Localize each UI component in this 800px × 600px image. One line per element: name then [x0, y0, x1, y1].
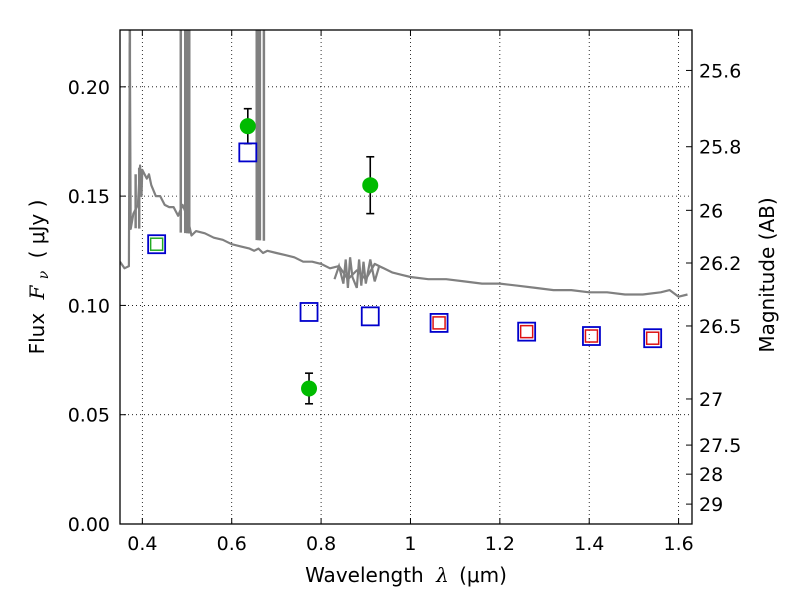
model-inner-marker: [432, 316, 446, 330]
sed-continuum-line: [120, 41, 688, 298]
model-marker: [582, 326, 601, 346]
model-marker: [517, 321, 537, 342]
model-marker: [360, 306, 380, 327]
data-markers: [147, 107, 663, 405]
x-tick-label: 1: [404, 533, 416, 555]
observed-point: [301, 380, 318, 397]
model-inner-marker: [149, 237, 164, 251]
y-axis-label: Flux F ν ( μJy ): [25, 200, 53, 355]
model-marker: [238, 142, 258, 163]
y-tick-label: 0.05: [68, 405, 110, 427]
model-marker: [299, 302, 319, 322]
y2-tick-label: 27.5: [699, 435, 741, 457]
y2-tick-label: 26.5: [699, 316, 741, 338]
y2-axis-label: Magnitude (AB): [755, 197, 779, 352]
y-tick-label: 0.10: [68, 295, 110, 317]
x-axis-label-symbol: λ: [435, 563, 449, 587]
y2-tick-label: 26: [699, 200, 723, 222]
y-tick-label: 0.15: [68, 186, 110, 208]
y-axis-label-symbol: F: [25, 284, 49, 300]
y-axis-label-text: Flux: [25, 313, 49, 355]
x-axis-label-text: Wavelength: [305, 563, 424, 587]
model-inner-marker: [519, 324, 534, 339]
y-axis-label-unit: ( μJy ): [25, 200, 49, 259]
y2-tick-label: 26.2: [699, 253, 741, 275]
plot-frame: [119, 29, 693, 525]
x-tick-label: 0.6: [217, 533, 247, 555]
y2-tick-label: 25.8: [699, 137, 741, 159]
x-tick-label: 1.4: [574, 533, 604, 555]
x-tick-label: 0.8: [306, 533, 336, 555]
y-tick-label: 0.00: [68, 514, 110, 536]
y2-tick-label: 27: [699, 389, 723, 411]
sed-absorption-feature: [333, 257, 381, 289]
model-marker: [643, 328, 663, 349]
x-tick-label: 1.6: [663, 533, 693, 555]
y2-tick-label: 25.6: [699, 60, 741, 82]
x-axis-label: Wavelength λ (μm): [305, 563, 507, 587]
x-tick-label: 1.2: [485, 533, 515, 555]
axis-ticks: 0.4 0.6 0.8 1 1.2 1.4 1.6 0.00 0.05 0.10 0.15 0.20 2…: [68, 30, 741, 555]
model-marker: [147, 234, 167, 255]
y2-tick-label: 29: [699, 494, 723, 516]
model-inner-marker: [645, 331, 660, 345]
model-marker: [429, 313, 449, 333]
x-tick-label: 0.4: [127, 533, 157, 555]
sed-lines: [120, 30, 688, 298]
model-inner-marker: [584, 329, 599, 343]
observed-point: [239, 118, 256, 135]
x-axis-label-unit: (μm): [459, 563, 507, 587]
y2-tick-label: 28: [699, 464, 723, 486]
y-tick-label: 0.20: [68, 77, 110, 99]
y-axis-label-symbol-sub: ν: [36, 270, 52, 279]
observed-point: [362, 177, 379, 194]
